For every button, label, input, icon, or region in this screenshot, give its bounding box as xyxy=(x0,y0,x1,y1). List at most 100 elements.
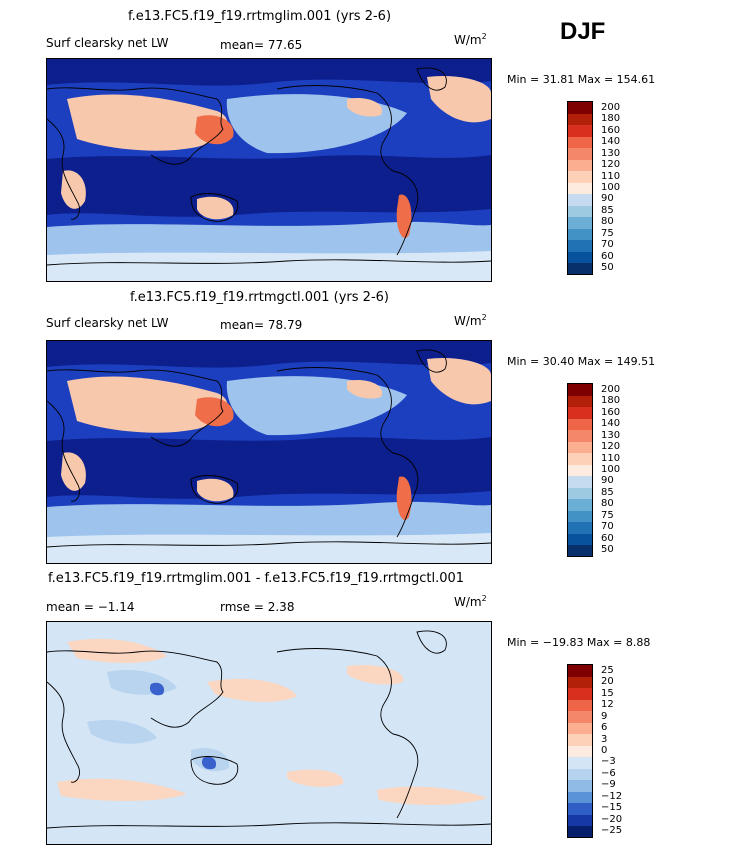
colorbar-tick-label: −9 xyxy=(601,779,616,791)
colorbar-tick-label: 140 xyxy=(601,136,621,148)
colorbar-tick-label: 9 xyxy=(601,710,608,722)
colorbar-swatch xyxy=(568,239,592,252)
panel2-coast-greenland xyxy=(416,349,447,373)
panel2-coast-samerica xyxy=(392,452,419,538)
panel2-units: W/m2 xyxy=(454,313,487,328)
panel3-rmse: rmse = 2.38 xyxy=(220,600,295,614)
colorbar-tick-label: 110 xyxy=(601,170,621,182)
panel1-units: W/m2 xyxy=(454,32,487,47)
colorbar-swatch xyxy=(568,464,592,477)
panel2-coast-australia xyxy=(190,475,239,504)
panel3-minmax: Min = −19.83 Max = 8.88 xyxy=(507,636,651,649)
panel1-mean: mean= 77.65 xyxy=(220,38,303,52)
colorbar-tick-label: 85 xyxy=(601,204,614,216)
panel2-field-asia-warm xyxy=(67,376,228,433)
colorbar-swatch xyxy=(568,262,592,275)
panel2-coast-eurasia xyxy=(47,369,224,447)
colorbar-tick-label: 0 xyxy=(601,745,608,756)
colorbar-swatch xyxy=(568,159,592,172)
colorbar-tick-label: 50 xyxy=(601,262,614,274)
panel3-field-warm-4 xyxy=(57,778,187,801)
panel3-coast-greenland xyxy=(416,630,447,654)
colorbar-tick-label: 15 xyxy=(601,687,614,699)
colorbar-swatch xyxy=(568,441,592,454)
colorbar-tick-label: −6 xyxy=(601,767,616,779)
colorbar-tick-label: 20 xyxy=(601,676,614,688)
panel1-field-asia-warm xyxy=(67,94,228,151)
colorbar-tick-label: 70 xyxy=(601,521,614,533)
panel3-mean: mean = −1.14 xyxy=(46,600,135,614)
colorbar-swatch xyxy=(568,475,592,488)
colorbar-swatch xyxy=(568,710,592,723)
panel3-field-warm-1 xyxy=(67,638,167,663)
colorbar-swatch xyxy=(568,756,592,769)
colorbar-swatch xyxy=(568,170,592,183)
colorbar-tick-label: 25 xyxy=(601,664,614,676)
colorbar-tick-label: 90 xyxy=(601,193,614,205)
colorbar-swatch xyxy=(568,487,592,500)
panel1-field-samerica-hot xyxy=(396,194,412,239)
colorbar-swatch xyxy=(568,722,592,735)
colorbar-tick-label: 60 xyxy=(601,250,614,262)
colorbar-swatch xyxy=(568,665,592,677)
colorbar-tick-label: 110 xyxy=(601,452,621,464)
panel1-field-so-light xyxy=(47,221,491,259)
colorbar-swatch xyxy=(568,733,592,746)
panel2-field-australia-warm xyxy=(197,478,234,502)
colorbar-swatch xyxy=(568,113,592,126)
panel3-field-warm-2 xyxy=(207,678,297,702)
colorbar-swatch xyxy=(568,102,592,114)
panel3-coast-antarctica xyxy=(47,822,491,829)
colorbar-swatch xyxy=(568,687,592,700)
colorbar-swatch xyxy=(568,418,592,431)
panel1-minmax: Min = 31.81 Max = 154.61 xyxy=(507,73,656,86)
colorbar-tick-label: 80 xyxy=(601,216,614,228)
colorbar-tick-label: 75 xyxy=(601,509,614,521)
panel3-map xyxy=(46,621,492,845)
colorbar-swatch xyxy=(568,825,592,838)
panel2-colorbar: 200 180 160 140 130 120 110 100 90 85 80 75 70 60 50 xyxy=(567,383,647,557)
colorbar-swatch xyxy=(568,676,592,689)
panel2-coast-namerica xyxy=(276,367,394,454)
colorbar-swatch xyxy=(568,216,592,229)
colorbar-swatch xyxy=(568,498,592,511)
panel1-coast-eurasia xyxy=(47,87,224,165)
colorbar-tick-label: 130 xyxy=(601,429,621,441)
panel2-coast-africa xyxy=(47,400,80,502)
panel1-field-natl-warm xyxy=(427,75,491,123)
panel2-variable: Surf clearsky net LW xyxy=(46,316,169,330)
colorbar-tick-label: 12 xyxy=(601,699,614,711)
colorbar-tick-label: 140 xyxy=(601,418,621,430)
panel2-mean: mean= 78.79 xyxy=(220,318,303,332)
panel1-coast-australia xyxy=(190,193,239,222)
panel3-title: f.e13.FC5.f19_f19.rrtmglim.001 - f.e13.F… xyxy=(48,571,465,586)
colorbar-tick-label: 180 xyxy=(601,113,621,125)
colorbar-swatch xyxy=(568,814,592,827)
colorbar-swatch xyxy=(568,544,592,557)
colorbar-tick-label: −12 xyxy=(601,790,623,802)
colorbar-tick-label: 200 xyxy=(601,101,621,113)
panel2-field-arctic xyxy=(47,341,491,368)
panel3-coast-africa xyxy=(47,681,80,783)
colorbar-tick-label: −25 xyxy=(601,825,623,837)
panel3-field-warm-3 xyxy=(347,664,404,685)
colorbar-swatch xyxy=(568,228,592,241)
panel1-coast-africa xyxy=(47,118,80,220)
panel2-field-antarctic xyxy=(47,533,491,563)
colorbar-swatch xyxy=(568,136,592,149)
panel3-field-cool-core-1 xyxy=(149,682,165,696)
panel1-field-antarctic xyxy=(47,251,491,281)
panel1-field-namerica-warm xyxy=(347,97,383,117)
panel2-map xyxy=(46,340,492,564)
panel2-field-tropics xyxy=(47,437,491,499)
colorbar-tick-label: 200 xyxy=(601,383,621,395)
colorbar-swatch xyxy=(568,779,592,792)
panel1-field-japan-hot xyxy=(195,115,234,145)
panel2-field-namerica-warm xyxy=(347,379,383,399)
colorbar-swatch xyxy=(568,745,592,758)
panel3-colorbar: 25 20 15 12 9 6 3 0 −3 −6 −9 −12 −15 −20 −25 xyxy=(567,664,647,838)
panel1-field-arctic xyxy=(47,59,491,86)
panel2-minmax: Min = 30.40 Max = 149.51 xyxy=(507,355,656,368)
colorbar-tick-label: 90 xyxy=(601,475,614,487)
panel3-field-cool-indian xyxy=(87,719,157,744)
